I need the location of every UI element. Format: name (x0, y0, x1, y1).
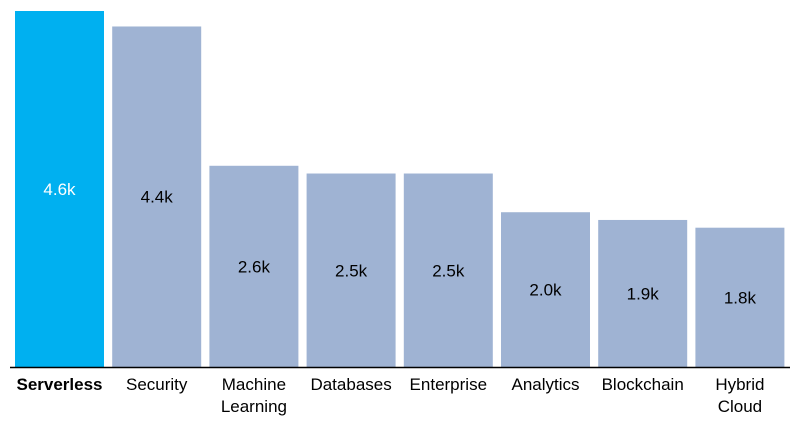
data-label: 2.0k (529, 281, 562, 300)
category-label: Blockchain (602, 375, 684, 394)
bar-group: 1.9k Blockchain (598, 219, 688, 394)
category-label: Databases (310, 375, 391, 394)
category-label: Analytics (511, 375, 579, 394)
data-label: 2.6k (238, 257, 271, 276)
data-label: 4.6k (43, 180, 76, 199)
bar-group: 2.6k Machine Learning (209, 165, 299, 416)
data-label: 2.5k (335, 261, 368, 280)
bar (695, 227, 785, 367)
bar (209, 165, 299, 367)
bar (306, 173, 396, 367)
bar-group: 2.5k Databases (306, 173, 396, 394)
bar-group: 2.0k Analytics (501, 212, 590, 394)
bar-group: 2.5k Enterprise (403, 173, 493, 394)
data-label: 1.8k (724, 288, 757, 307)
bar (598, 219, 688, 367)
category-label: Serverless (16, 375, 102, 394)
bar (112, 26, 202, 367)
category-label: Hybrid (715, 375, 764, 394)
bar-group: 4.6k Serverless (15, 11, 104, 394)
bar-group: 4.4k Security (112, 26, 202, 394)
category-label: Cloud (718, 397, 762, 416)
bar-group: 1.8k Hybrid Cloud (695, 227, 785, 416)
bar (15, 11, 104, 367)
data-label: 4.4k (141, 188, 174, 207)
category-label: Learning (221, 397, 287, 416)
bar (403, 173, 493, 367)
category-label: Machine (222, 375, 286, 394)
category-label: Security (126, 375, 188, 394)
data-label: 1.9k (627, 284, 660, 303)
bar (501, 212, 590, 367)
data-label: 2.5k (432, 261, 465, 280)
category-label: Enterprise (410, 375, 487, 394)
